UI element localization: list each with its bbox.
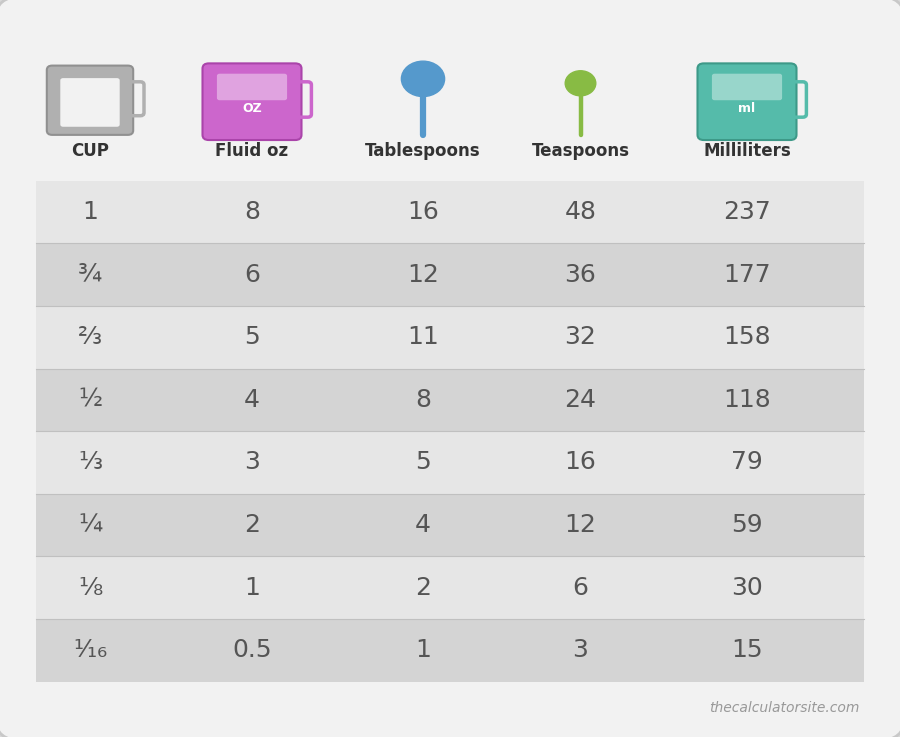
- FancyBboxPatch shape: [36, 431, 864, 494]
- Circle shape: [401, 61, 445, 97]
- Text: 16: 16: [407, 200, 439, 224]
- Text: 32: 32: [564, 325, 597, 349]
- Text: ml: ml: [738, 102, 756, 115]
- Text: 5: 5: [244, 325, 260, 349]
- Text: 1: 1: [82, 200, 98, 224]
- Text: ¹⁄₁₆: ¹⁄₁₆: [73, 638, 107, 663]
- Text: 158: 158: [724, 325, 770, 349]
- Text: 3: 3: [244, 450, 260, 475]
- Text: OZ: OZ: [242, 102, 262, 115]
- Text: 30: 30: [731, 576, 763, 600]
- Text: 2: 2: [244, 513, 260, 537]
- Text: 16: 16: [564, 450, 597, 475]
- Text: 59: 59: [731, 513, 763, 537]
- Text: 3: 3: [572, 638, 589, 663]
- Text: 12: 12: [564, 513, 597, 537]
- Text: thecalculatorsite.com: thecalculatorsite.com: [709, 701, 860, 715]
- FancyBboxPatch shape: [712, 74, 782, 100]
- Text: 8: 8: [415, 388, 431, 412]
- Text: ⅛: ⅛: [78, 576, 102, 600]
- Text: 118: 118: [723, 388, 771, 412]
- Text: 48: 48: [564, 200, 597, 224]
- FancyBboxPatch shape: [36, 619, 864, 682]
- Text: 5: 5: [415, 450, 431, 475]
- Text: 4: 4: [415, 513, 431, 537]
- Text: 15: 15: [731, 638, 763, 663]
- Text: 12: 12: [407, 262, 439, 287]
- Text: 0.5: 0.5: [232, 638, 272, 663]
- Text: 36: 36: [564, 262, 597, 287]
- FancyBboxPatch shape: [36, 181, 864, 243]
- Text: 177: 177: [724, 262, 770, 287]
- Text: 6: 6: [572, 576, 589, 600]
- Text: CUP: CUP: [71, 142, 109, 160]
- Text: 1: 1: [415, 638, 431, 663]
- Text: ½: ½: [78, 388, 102, 412]
- Text: Fluid oz: Fluid oz: [215, 142, 289, 160]
- Text: 79: 79: [731, 450, 763, 475]
- FancyBboxPatch shape: [36, 556, 864, 619]
- FancyBboxPatch shape: [47, 66, 133, 135]
- FancyBboxPatch shape: [36, 243, 864, 306]
- Text: Milliliters: Milliliters: [703, 142, 791, 160]
- FancyBboxPatch shape: [60, 78, 120, 127]
- Circle shape: [565, 71, 596, 96]
- FancyBboxPatch shape: [36, 368, 864, 431]
- FancyBboxPatch shape: [36, 306, 864, 368]
- FancyBboxPatch shape: [698, 63, 796, 140]
- Text: 11: 11: [407, 325, 439, 349]
- FancyBboxPatch shape: [202, 63, 302, 140]
- FancyBboxPatch shape: [36, 494, 864, 556]
- Text: 4: 4: [244, 388, 260, 412]
- Text: ¼: ¼: [78, 513, 102, 537]
- Text: 1: 1: [244, 576, 260, 600]
- Text: 8: 8: [244, 200, 260, 224]
- Text: Tablespoons: Tablespoons: [365, 142, 481, 160]
- Text: ⅓: ⅓: [78, 450, 102, 475]
- FancyBboxPatch shape: [217, 74, 287, 100]
- Text: 6: 6: [244, 262, 260, 287]
- Text: 237: 237: [723, 200, 771, 224]
- Text: 24: 24: [564, 388, 597, 412]
- Text: Teaspoons: Teaspoons: [532, 142, 629, 160]
- Text: 2: 2: [415, 576, 431, 600]
- Text: ⅔: ⅔: [78, 325, 102, 349]
- Text: ¾: ¾: [78, 262, 102, 287]
